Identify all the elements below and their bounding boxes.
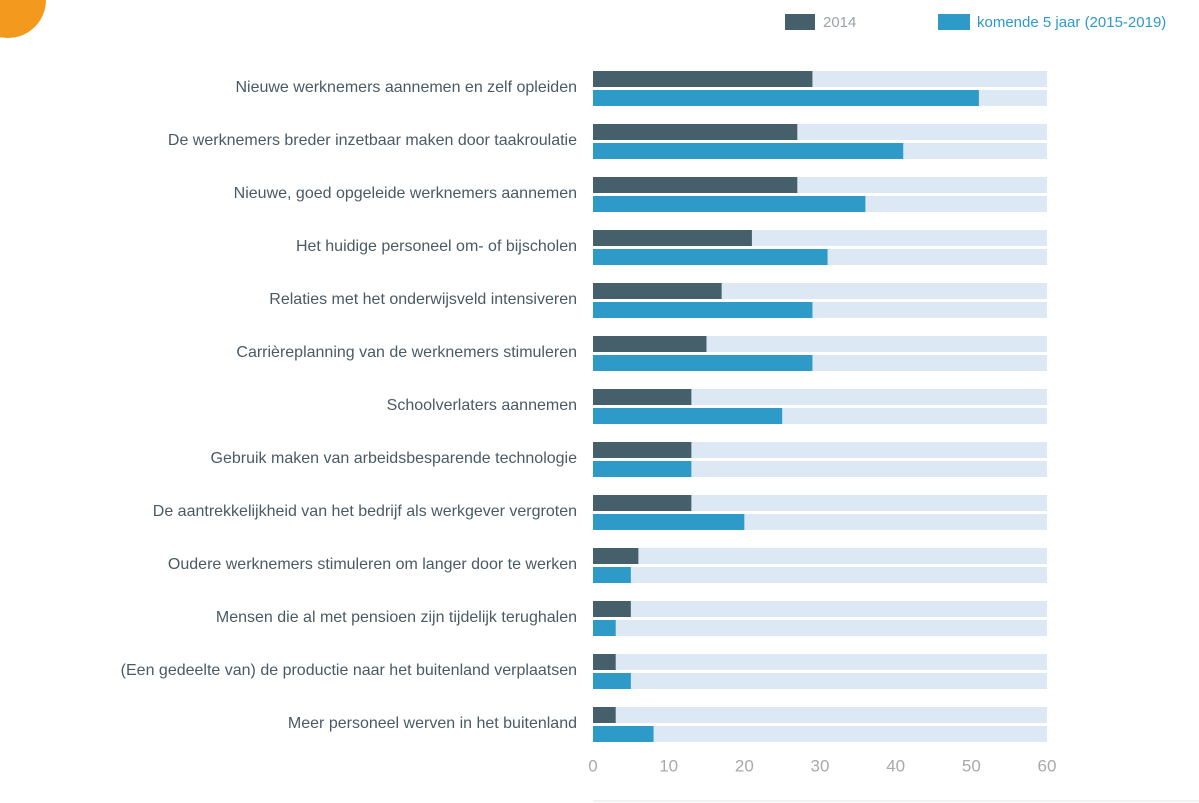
logo-badge [0,0,46,38]
legend-label: komende 5 jaar (2015-2019) [977,14,1166,31]
bar [593,495,692,511]
bar [593,355,813,371]
bar-track [593,495,1047,511]
category-label: Nieuwe, goed opgeleide werknemers aannem… [234,185,577,202]
bar [593,389,692,405]
legend-label: 2014 [823,14,856,31]
bar-track [593,601,1047,617]
bar [593,230,752,246]
category-label: Schoolverlaters aannemen [387,397,577,414]
bar-track [593,461,1047,477]
bar-track [593,654,1047,670]
bar [593,461,692,477]
bar [593,654,616,670]
bar [593,442,692,458]
bar [593,177,798,193]
bar [593,726,654,742]
bar-track [593,567,1047,583]
bar [593,707,616,723]
bar [593,336,707,352]
x-tick-label: 0 [588,756,597,775]
legend-swatch [785,14,815,30]
bar-track [593,726,1047,742]
bar [593,124,798,140]
x-tick-label: 50 [962,756,981,775]
bar [593,249,828,265]
bar [593,143,904,159]
category-label: Mensen die al met pensioen zijn tijdelij… [216,609,577,626]
legend-swatch [938,14,970,30]
bar-track [593,442,1047,458]
bar [593,71,813,87]
category-label: (Een gedeelte van) de productie naar het… [121,662,577,679]
category-label: Relaties met het onderwijsveld intensive… [269,291,577,308]
bar-track [593,620,1047,636]
x-tick-label: 10 [659,756,678,775]
x-tick-label: 30 [811,756,830,775]
category-label: Gebruik maken van arbeidsbesparende tech… [211,450,578,467]
category-label: Nieuwe werknemers aannemen en zelf oplei… [235,79,577,96]
bar [593,302,813,318]
bar [593,90,979,106]
bar-track [593,673,1047,689]
bar [593,567,631,583]
x-tick-label: 60 [1038,756,1057,775]
category-label: Oudere werknemers stimuleren om langer d… [168,556,577,573]
x-tick-label: 40 [886,756,905,775]
bar-track [593,707,1047,723]
category-label: De aantrekkelijkheid van het bedrijf als… [153,503,577,520]
bar [593,548,639,564]
category-label: De werknemers breder inzetbaar maken doo… [168,132,577,149]
bar [593,514,745,530]
category-label: Meer personeel werven in het buitenland [288,715,577,732]
bar [593,283,722,299]
bar [593,196,866,212]
x-tick-label: 20 [735,756,754,775]
bar [593,408,783,424]
bar [593,673,631,689]
bar [593,620,616,636]
bar [593,601,631,617]
bar-track [593,389,1047,405]
category-label: Carrièreplanning van de werknemers stimu… [236,344,577,361]
bar-track [593,548,1047,564]
category-label: Het huidige personeel om- of bijscholen [296,238,577,255]
